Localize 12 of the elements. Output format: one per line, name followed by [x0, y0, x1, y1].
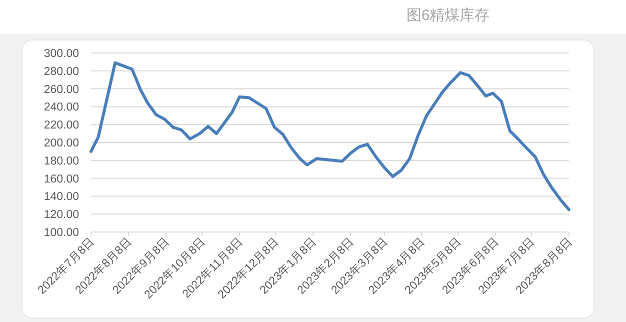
- y-tick-label: 180.00: [44, 155, 79, 168]
- y-tick-label: 160.00: [44, 173, 79, 186]
- y-tick-label: 100.00: [44, 227, 79, 239]
- y-tick-label: 240.00: [44, 102, 79, 114]
- y-tick-label: 260.00: [44, 84, 79, 96]
- y-tick-label: 200.00: [44, 138, 79, 150]
- y-tick-label: 280.00: [44, 66, 79, 78]
- y-tick-label: 140.00: [44, 191, 79, 204]
- chart-title: 图6精煤库存: [406, 7, 490, 24]
- y-tick-label: 120.00: [44, 209, 79, 222]
- y-tick-label: 300.00: [44, 48, 79, 60]
- y-tick-label: 220.00: [44, 120, 79, 132]
